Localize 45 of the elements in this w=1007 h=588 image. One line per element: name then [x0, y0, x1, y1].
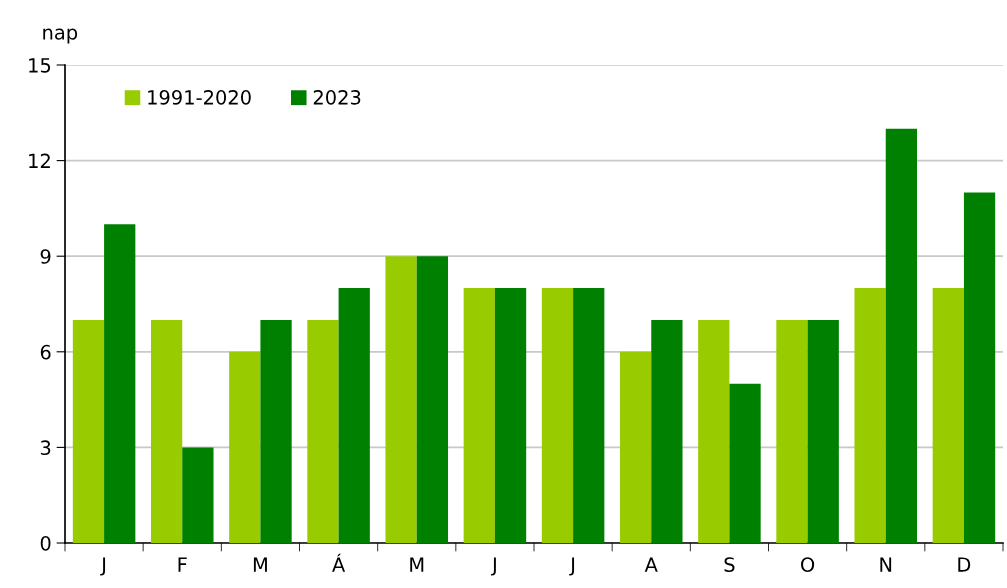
legend-label: 1991-2020	[148, 90, 251, 105]
bar	[932, 288, 964, 543]
x-tick-label: Á	[332, 553, 346, 572]
x-tick-label: S	[724, 557, 735, 572]
x-tick-label: A	[644, 557, 658, 572]
bar	[698, 319, 730, 543]
bar	[385, 256, 417, 543]
bar	[307, 319, 339, 543]
y-tick-label: 12	[29, 153, 50, 168]
bar	[104, 224, 136, 543]
bar	[338, 288, 370, 543]
bar	[229, 351, 261, 543]
bar	[807, 319, 839, 543]
bar	[541, 288, 574, 543]
y-tick-label: 3	[40, 440, 51, 456]
x-tick-label: M	[410, 557, 424, 572]
x-tick-label: J	[569, 557, 575, 576]
bar	[573, 288, 605, 543]
y-tick-label: 0	[40, 535, 51, 551]
bar	[182, 447, 214, 543]
legend-label: 2023	[313, 90, 361, 105]
x-tick-label: N	[880, 557, 892, 572]
bar	[651, 319, 683, 543]
bar	[885, 128, 918, 543]
x-tick-label: O	[801, 557, 815, 572]
bar	[72, 319, 105, 543]
x-tick-label: M	[253, 557, 267, 572]
x-tick-label: F	[178, 557, 187, 572]
bar	[776, 319, 808, 543]
y-tick-label: 6	[40, 344, 51, 360]
bar	[963, 192, 996, 543]
bar	[854, 288, 886, 543]
y-axis-title: nap	[43, 28, 78, 44]
x-tick-label: J	[100, 557, 106, 576]
bar	[463, 288, 495, 543]
bar	[729, 383, 761, 543]
y-tick-label: 15	[29, 58, 51, 73]
x-tick-label: J	[491, 557, 496, 576]
bar	[494, 288, 527, 543]
y-tick-label: 9	[40, 249, 51, 264]
bar	[260, 319, 292, 543]
bar	[619, 351, 652, 543]
bar	[150, 319, 183, 543]
bar	[416, 256, 449, 543]
x-tick-label: D	[958, 557, 971, 572]
